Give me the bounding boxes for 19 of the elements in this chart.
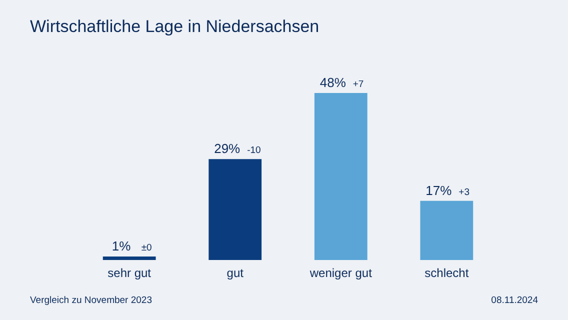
annotation: +3: [458, 186, 470, 198]
bar: [208, 159, 262, 260]
data-label: 1%: [112, 238, 132, 254]
x-tick-label: gut: [226, 266, 244, 280]
x-tick-label: weniger gut: [308, 266, 373, 280]
text: 08.11.2024: [491, 295, 538, 306]
bar: [420, 200, 474, 260]
x-tick-label: sehr gut: [108, 266, 152, 280]
bar: [314, 93, 368, 260]
data-label: 48%: [320, 75, 346, 90]
data-label: 17%: [426, 182, 452, 198]
chart-title: Wirtschaftliche Lage in Niedersachsen: [30, 17, 320, 36]
annotation: -10: [247, 145, 261, 156]
x-tick-label: schlecht: [424, 266, 470, 280]
text: Vergleich zu November 2023: [30, 295, 152, 306]
annotation: +7: [352, 79, 364, 90]
data-label: 29%: [214, 141, 241, 156]
annotation: ±0: [141, 242, 152, 254]
bar: [102, 256, 156, 260]
